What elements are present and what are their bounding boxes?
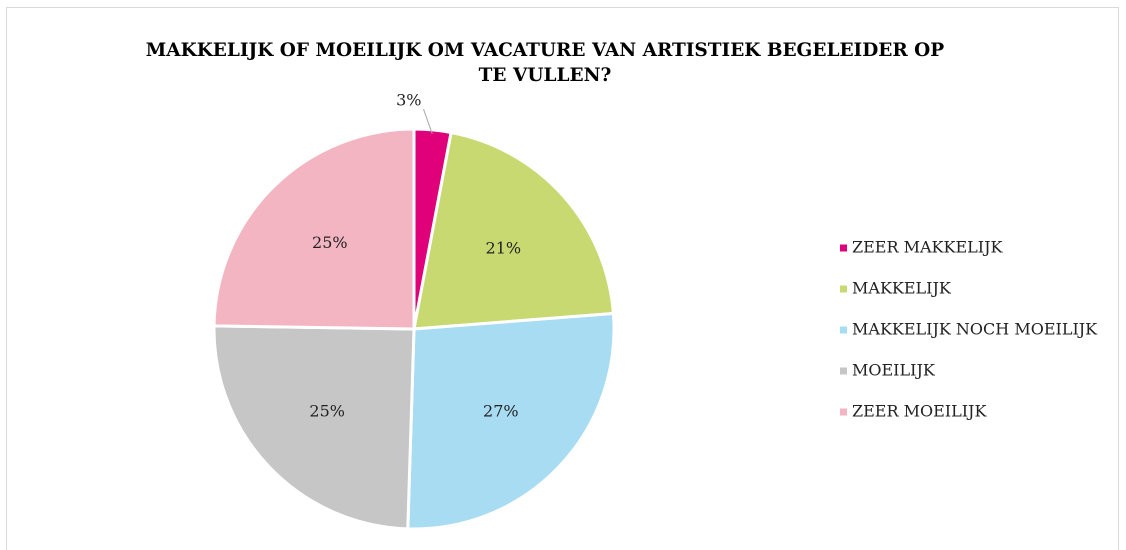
- data-label: 25%: [309, 401, 345, 420]
- data-label: 27%: [483, 401, 519, 420]
- chart-title: MAKKELIJK OF MOEILIJK OM VACATURE VAN AR…: [145, 40, 945, 86]
- data-label: 25%: [312, 233, 348, 252]
- data-label: 3%: [396, 91, 421, 110]
- legend-label: ZEER MAKKELIJK: [852, 238, 1003, 257]
- leader-line: [423, 109, 433, 135]
- legend-swatch: [840, 367, 847, 375]
- legend-label: MAKKELIJK: [852, 279, 952, 298]
- legend-label: ZEER MOEILIJK: [852, 402, 987, 421]
- pie-slice: [412, 130, 616, 331]
- legend-swatch: [840, 285, 847, 293]
- chart-frame: [6, 7, 1119, 550]
- legend-swatch: [840, 408, 847, 416]
- pie-slice: [212, 127, 416, 331]
- pie-slice: [406, 311, 616, 531]
- legend-label: MOEILIJK: [852, 361, 936, 380]
- legend-swatch: [840, 326, 847, 334]
- data-label: 21%: [486, 238, 522, 257]
- legend-label: MAKKELIJK NOCH MOEILIJK: [852, 320, 1098, 339]
- pie-slice: [212, 324, 416, 531]
- legend-swatch: [840, 244, 847, 252]
